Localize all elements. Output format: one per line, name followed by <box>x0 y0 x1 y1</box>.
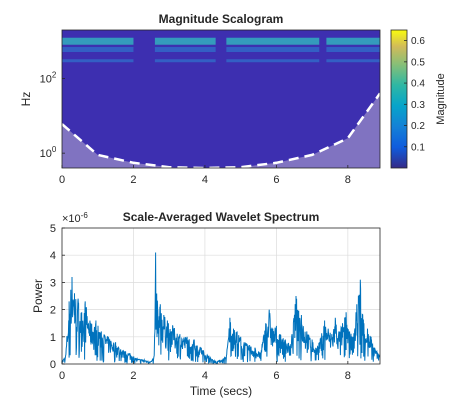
scalogram-band <box>154 59 216 63</box>
scalogram-band <box>154 37 216 45</box>
y-tick-label: 4 <box>50 250 56 262</box>
scalogram-band <box>226 59 320 63</box>
spectrum-plot: Scale-Averaged Wavelet Spectrum 0 2 4 6 8 0 1… <box>31 210 381 398</box>
x-tick-label: 6 <box>273 370 279 382</box>
scalogram-title: Magnitude Scalogram <box>159 12 284 26</box>
scalogram-band <box>62 37 134 45</box>
y-tick-label: 102 <box>40 71 57 86</box>
scalogram-band <box>154 47 216 53</box>
colorbar-tick-label: 0.5 <box>411 57 425 68</box>
y-tick-label: 100 <box>40 145 57 160</box>
scalogram-x-ticks: 0 2 4 6 8 <box>59 165 351 186</box>
x-tick-label: 6 <box>273 174 279 186</box>
y-tick-label: 0 <box>50 359 56 371</box>
scalogram-band <box>62 47 134 53</box>
scalogram-y-label: Hz <box>19 92 33 107</box>
scalogram-band <box>326 47 380 53</box>
scalogram-band <box>226 37 320 45</box>
y-tick-label: 1 <box>50 332 56 344</box>
scalogram-band <box>326 37 380 45</box>
x-tick-label: 2 <box>130 370 136 382</box>
scalogram-bands <box>62 37 380 63</box>
scalogram-y-ticks: 100 102 <box>40 71 65 160</box>
y-tick-label: 3 <box>50 277 56 289</box>
colorbar-tick-label: 0.6 <box>411 36 425 47</box>
scalogram-band <box>62 59 134 63</box>
spectrum-grid <box>62 228 380 364</box>
cone-of-influence-fill <box>62 93 380 168</box>
scalogram-axes-box <box>61 29 381 169</box>
x-tick-label: 4 <box>202 370 208 382</box>
colorbar-tick-label: 0.1 <box>411 142 425 153</box>
x-tick-label: 4 <box>202 174 208 186</box>
spectrum-x-ticks: 0 2 4 6 8 <box>59 361 351 382</box>
spectrum-y-ticks: 0 1 2 3 4 5 <box>50 223 65 371</box>
cone-of-influence-line <box>62 92 380 168</box>
scalogram-plot: Magnitude Scalogram 0 2 4 6 8 100 102 Hz <box>19 12 381 186</box>
y-tick-label: 2 <box>50 305 56 317</box>
colorbar-gradient <box>390 29 408 169</box>
colorbar-ticks: 0.1 0.2 0.3 0.4 0.5 0.6 <box>404 36 425 153</box>
scalogram-background <box>62 30 380 168</box>
colorbar-tick-label: 0.3 <box>411 100 425 111</box>
y-tick-label: 5 <box>50 223 56 235</box>
x-tick-label: 0 <box>59 174 65 186</box>
spectrum-axes-background <box>62 228 380 364</box>
scalogram-band <box>226 47 320 53</box>
x-tick-label: 2 <box>130 174 136 186</box>
colorbar: 0.1 0.2 0.3 0.4 0.5 0.6 Magnitude <box>390 29 447 169</box>
spectrum-title: Scale-Averaged Wavelet Spectrum <box>123 210 320 224</box>
scalogram-band <box>326 59 380 63</box>
x-tick-label: 8 <box>345 370 351 382</box>
y-exponent-label: ×10-6 <box>62 211 88 225</box>
spectrum-x-label: Time (secs) <box>190 384 252 398</box>
colorbar-label: Magnitude <box>435 73 447 124</box>
spectrum-y-label: Power <box>31 279 45 313</box>
x-tick-label: 8 <box>345 174 351 186</box>
colorbar-tick-label: 0.2 <box>411 121 425 132</box>
power-series-line <box>62 252 380 364</box>
x-tick-label: 0 <box>59 370 65 382</box>
colorbar-tick-label: 0.4 <box>411 79 425 90</box>
spectrum-axes-box <box>61 227 381 365</box>
